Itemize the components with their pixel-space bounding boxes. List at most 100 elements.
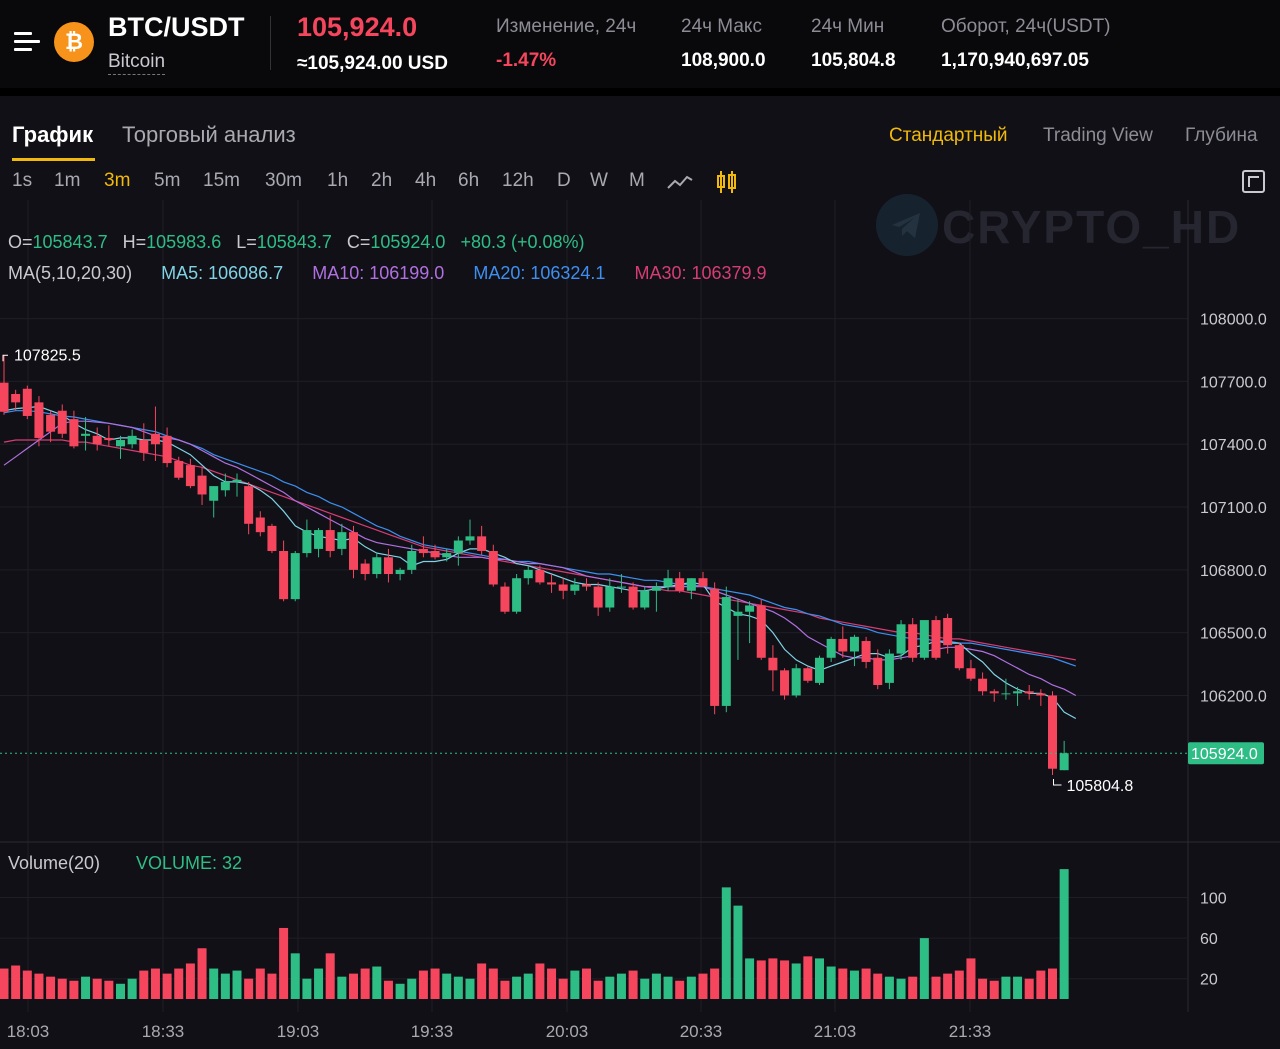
interval-1h[interactable]: 1h xyxy=(327,170,349,191)
candle-body xyxy=(477,536,487,551)
interval-5m[interactable]: 5m xyxy=(154,170,181,191)
volume-bar xyxy=(791,963,801,999)
interval-15m[interactable]: 15m xyxy=(203,170,240,191)
candle-body xyxy=(244,486,254,524)
interval-d[interactable]: D xyxy=(557,170,571,191)
volume-bar xyxy=(302,978,312,999)
stat-value: -1.47% xyxy=(496,50,557,71)
last-price: 105,924.0 xyxy=(297,12,418,42)
candle-body xyxy=(500,586,510,612)
view-trading-view[interactable]: Trading View xyxy=(1043,125,1153,146)
candle-body xyxy=(535,569,545,583)
ohlc-open-label: O= xyxy=(8,232,33,252)
time-label: 20:33 xyxy=(680,1022,723,1041)
volume-bar xyxy=(651,973,661,999)
candle-body xyxy=(267,525,277,551)
interval-4h[interactable]: 4h xyxy=(415,170,437,191)
volume-bar xyxy=(745,958,755,999)
volume-bar xyxy=(675,980,685,999)
candle-body xyxy=(1024,691,1034,694)
candle-body xyxy=(185,465,195,487)
candlestick-icon[interactable] xyxy=(716,170,738,194)
volume-bar xyxy=(593,980,603,999)
volume-bar xyxy=(803,956,813,999)
volume-tick-label: 20 xyxy=(1200,972,1218,989)
menu-icon[interactable] xyxy=(14,30,40,54)
candle-body xyxy=(197,475,207,495)
candle-body xyxy=(372,557,382,575)
volume-bar xyxy=(139,970,149,999)
interval-m[interactable]: M xyxy=(629,170,645,191)
candle-body xyxy=(232,479,242,482)
volume-bar xyxy=(861,968,871,999)
interval-3m[interactable]: 3m xyxy=(104,170,131,191)
candle-body xyxy=(663,578,673,587)
volume-bar xyxy=(255,968,265,999)
candle-body xyxy=(162,435,172,464)
view-standard[interactable]: Стандартный xyxy=(889,125,1008,146)
candle-body xyxy=(418,548,428,554)
volume-bar xyxy=(756,960,766,999)
candle-body xyxy=(640,590,650,608)
tab-chart[interactable]: График xyxy=(12,122,94,147)
candle-body xyxy=(465,536,475,541)
volume-bar xyxy=(34,973,44,999)
interval-1s[interactable]: 1s xyxy=(12,170,33,191)
stat-label: Изменение, 24ч xyxy=(496,16,637,37)
volume-bar xyxy=(826,966,836,999)
interval-12h[interactable]: 12h xyxy=(502,170,534,191)
line-chart-icon[interactable] xyxy=(667,174,693,190)
volume-bar xyxy=(1059,869,1069,999)
candle-body xyxy=(395,569,405,575)
candle-body xyxy=(360,563,370,575)
interval-1m[interactable]: 1m xyxy=(54,170,81,191)
candle-body xyxy=(558,584,568,591)
candle-body xyxy=(512,578,522,612)
ohlc-open: 105843.7 xyxy=(32,232,108,252)
volume-bar xyxy=(174,968,184,999)
coin-name[interactable]: Bitcoin xyxy=(108,51,166,75)
candle-body xyxy=(337,532,347,549)
volume-bar xyxy=(628,970,638,999)
volume-bar xyxy=(954,970,964,999)
volume-bar xyxy=(978,978,988,999)
candle-body xyxy=(81,433,91,436)
volume-bar xyxy=(11,965,21,999)
pair-title[interactable]: BTC/USDT xyxy=(108,12,245,42)
view-depth[interactable]: Глубина xyxy=(1185,125,1258,146)
ohlc-high: 105983.6 xyxy=(146,232,222,252)
interval-2h[interactable]: 2h xyxy=(371,170,393,191)
price-chart[interactable]: 18:03 18:33 19:03 19:33 20:03 20:33 21:03 21:33… xyxy=(0,200,1280,1049)
volume-bar xyxy=(69,980,79,999)
stat-turnover-24h: Оборот, 24ч(USDT) 1,170,940,697.05 xyxy=(941,16,1111,72)
interval-w[interactable]: W xyxy=(590,170,608,191)
watermark-text: CRYPTO_HD xyxy=(942,201,1242,253)
volume-bar xyxy=(57,978,67,999)
volume-bar xyxy=(535,963,545,999)
market-header: ₿ BTC/USDT Bitcoin 105,924.0 ≈105,924.00… xyxy=(0,0,1280,88)
volume-bar xyxy=(570,970,580,999)
candle-body xyxy=(931,620,941,658)
volume-bar xyxy=(349,973,358,999)
tab-trading-analysis[interactable]: Торговый анализ xyxy=(122,122,296,147)
interval-30m[interactable]: 30m xyxy=(265,170,302,191)
volume-bar xyxy=(838,968,848,999)
time-label: 20:03 xyxy=(546,1022,589,1041)
candle-body xyxy=(488,551,498,585)
candle-body xyxy=(698,578,708,587)
high-marker-label: 107825.5 xyxy=(14,347,81,364)
candle-body xyxy=(209,486,219,501)
volume-bar xyxy=(46,976,56,999)
ma30-value: MA30: 106379.9 xyxy=(634,263,767,283)
fullscreen-icon[interactable] xyxy=(1242,170,1265,193)
stat-change-24h: Изменение, 24ч -1.47% xyxy=(496,16,636,72)
candle-body xyxy=(1048,695,1057,769)
candle-body xyxy=(570,584,580,591)
interval-6h[interactable]: 6h xyxy=(458,170,480,191)
candle-body xyxy=(593,586,603,608)
volume-bar xyxy=(372,966,382,999)
candle-body xyxy=(780,670,790,696)
candle-body xyxy=(966,668,976,679)
volume-bar xyxy=(616,973,626,999)
candle-body xyxy=(523,569,533,579)
